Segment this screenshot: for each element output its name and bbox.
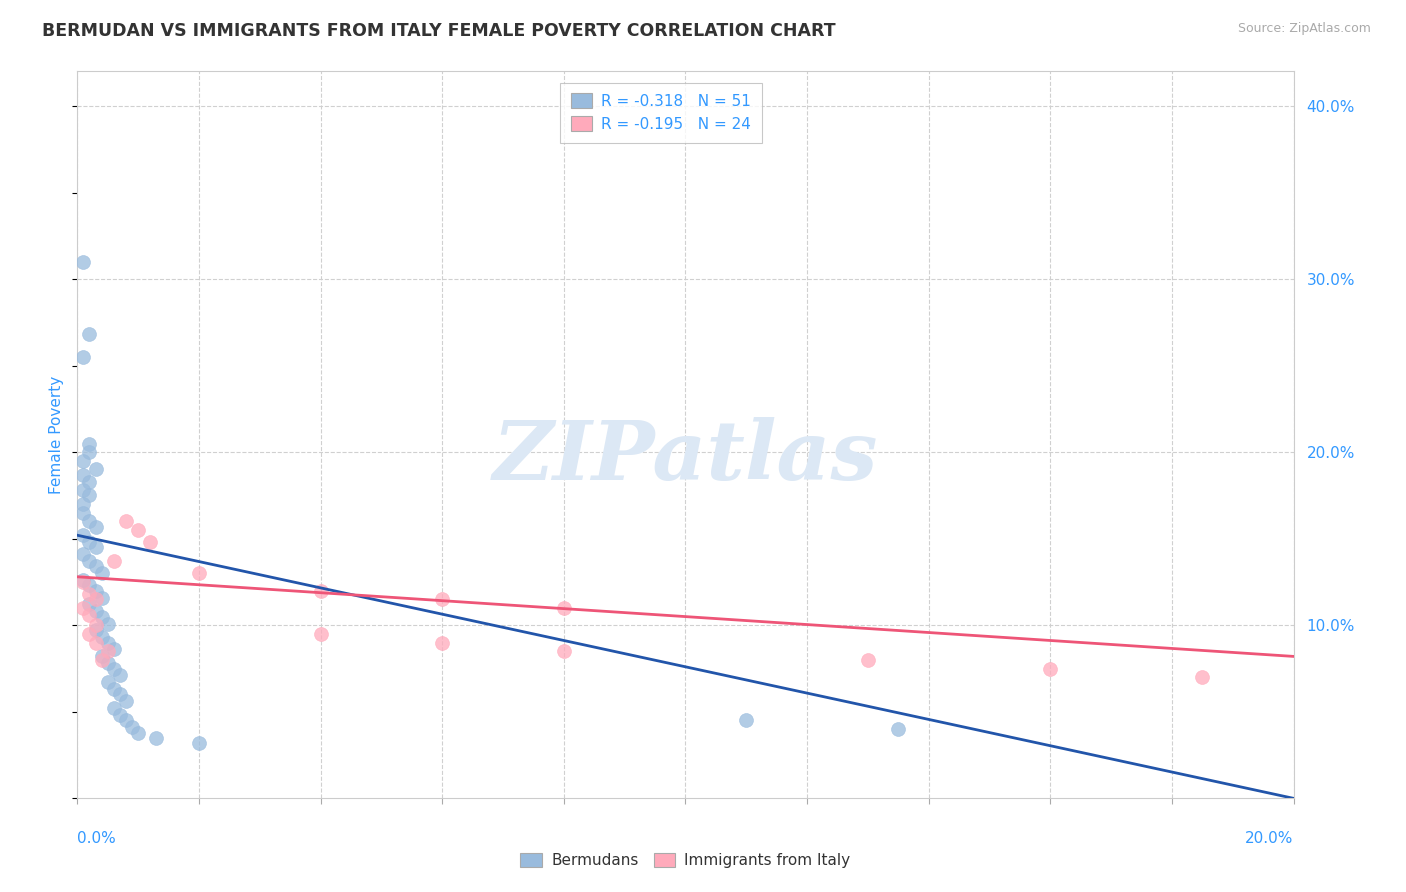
Point xyxy=(84,519,107,533)
Point xyxy=(108,708,131,723)
Point xyxy=(90,649,112,664)
Point xyxy=(432,635,454,649)
Point xyxy=(72,547,94,561)
Text: 0.0%: 0.0% xyxy=(77,831,117,847)
Point xyxy=(84,604,107,618)
Point xyxy=(79,436,101,450)
Point xyxy=(97,657,120,671)
Point xyxy=(735,714,758,728)
Point xyxy=(309,627,332,641)
Point xyxy=(72,467,94,482)
Point xyxy=(887,722,910,736)
Point xyxy=(79,627,101,641)
Text: ZIPatlas: ZIPatlas xyxy=(492,417,879,497)
Point xyxy=(72,506,94,520)
Point xyxy=(1039,661,1062,675)
Y-axis label: Female Poverty: Female Poverty xyxy=(49,376,65,494)
Point xyxy=(79,554,101,568)
Point xyxy=(90,631,112,645)
Point xyxy=(97,616,120,631)
Point xyxy=(97,675,120,690)
Point xyxy=(79,578,101,592)
Point xyxy=(115,694,138,708)
Point xyxy=(139,535,162,549)
Point xyxy=(97,635,120,649)
Point xyxy=(84,559,107,574)
Point xyxy=(79,475,101,489)
Text: 20.0%: 20.0% xyxy=(1246,831,1294,847)
Point xyxy=(79,515,101,529)
Point xyxy=(103,661,125,675)
Point xyxy=(90,591,112,605)
Point xyxy=(127,725,149,739)
Point xyxy=(79,598,101,612)
Point xyxy=(79,607,101,622)
Point xyxy=(103,701,125,715)
Point xyxy=(127,523,149,537)
Point xyxy=(72,454,94,468)
Point xyxy=(72,483,94,498)
Point xyxy=(309,583,332,598)
Point xyxy=(79,587,101,601)
Point xyxy=(72,497,94,511)
Point xyxy=(432,592,454,607)
Point xyxy=(84,541,107,555)
Point xyxy=(553,644,575,658)
Point xyxy=(856,653,879,667)
Point xyxy=(72,601,94,615)
Point xyxy=(115,515,138,529)
Point xyxy=(72,528,94,542)
Point xyxy=(84,624,107,638)
Point xyxy=(79,488,101,502)
Point xyxy=(188,736,211,750)
Point xyxy=(72,254,94,268)
Point xyxy=(97,644,120,658)
Point xyxy=(103,642,125,657)
Point xyxy=(145,731,167,745)
Point xyxy=(84,592,107,607)
Point xyxy=(90,653,112,667)
Point xyxy=(90,609,112,624)
Point xyxy=(115,714,138,728)
Point xyxy=(103,554,125,568)
Point xyxy=(79,445,101,459)
Point xyxy=(84,618,107,632)
Point xyxy=(121,720,143,734)
Point xyxy=(79,327,101,342)
Point xyxy=(84,583,107,598)
Text: Source: ZipAtlas.com: Source: ZipAtlas.com xyxy=(1237,22,1371,36)
Text: BERMUDAN VS IMMIGRANTS FROM ITALY FEMALE POVERTY CORRELATION CHART: BERMUDAN VS IMMIGRANTS FROM ITALY FEMALE… xyxy=(42,22,835,40)
Legend: Bermudans, Immigrants from Italy: Bermudans, Immigrants from Italy xyxy=(515,847,856,874)
Point xyxy=(90,566,112,581)
Point xyxy=(108,668,131,682)
Point xyxy=(84,462,107,476)
Point xyxy=(1191,670,1213,684)
Point xyxy=(72,573,94,587)
Point xyxy=(72,574,94,589)
Point xyxy=(79,535,101,549)
Point xyxy=(108,688,131,702)
Point xyxy=(553,601,575,615)
Point xyxy=(84,635,107,649)
Point xyxy=(72,350,94,364)
Point xyxy=(188,566,211,581)
Point xyxy=(103,682,125,697)
